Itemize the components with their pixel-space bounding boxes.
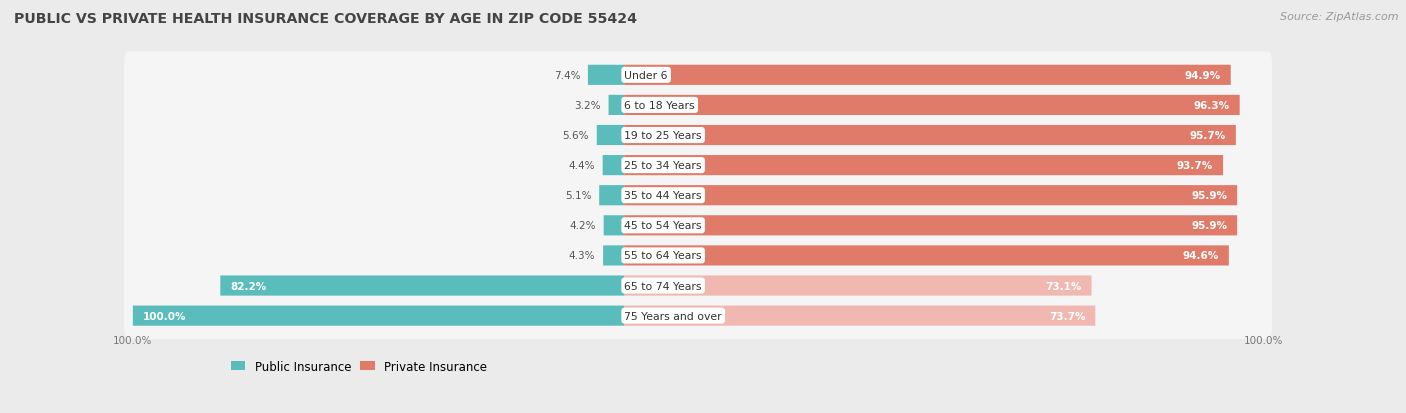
Text: 95.7%: 95.7% (1189, 131, 1226, 141)
Text: 3.2%: 3.2% (574, 101, 600, 111)
Text: 25 to 34 Years: 25 to 34 Years (624, 161, 702, 171)
Text: 93.7%: 93.7% (1177, 161, 1213, 171)
FancyBboxPatch shape (624, 246, 1229, 266)
Text: 95.9%: 95.9% (1191, 191, 1227, 201)
FancyBboxPatch shape (132, 306, 624, 326)
FancyBboxPatch shape (624, 216, 1237, 236)
Text: 75 Years and over: 75 Years and over (624, 311, 723, 321)
FancyBboxPatch shape (624, 276, 1091, 296)
Text: Under 6: Under 6 (624, 71, 668, 81)
FancyBboxPatch shape (124, 52, 1272, 99)
FancyBboxPatch shape (596, 126, 624, 146)
FancyBboxPatch shape (124, 83, 1272, 129)
FancyBboxPatch shape (624, 95, 1240, 116)
FancyBboxPatch shape (124, 292, 1272, 339)
Text: 19 to 25 Years: 19 to 25 Years (624, 131, 702, 141)
FancyBboxPatch shape (624, 306, 1095, 326)
FancyBboxPatch shape (599, 186, 624, 206)
Text: Source: ZipAtlas.com: Source: ZipAtlas.com (1281, 12, 1399, 22)
FancyBboxPatch shape (221, 276, 624, 296)
Text: 73.7%: 73.7% (1049, 311, 1085, 321)
Text: 4.2%: 4.2% (569, 221, 596, 231)
FancyBboxPatch shape (603, 156, 624, 176)
Text: 95.9%: 95.9% (1191, 221, 1227, 231)
FancyBboxPatch shape (124, 112, 1272, 159)
Text: 100.0%: 100.0% (143, 311, 186, 321)
FancyBboxPatch shape (603, 246, 624, 266)
Text: 82.2%: 82.2% (231, 281, 267, 291)
FancyBboxPatch shape (124, 173, 1272, 219)
Text: 94.9%: 94.9% (1185, 71, 1220, 81)
Text: 6 to 18 Years: 6 to 18 Years (624, 101, 695, 111)
FancyBboxPatch shape (624, 186, 1237, 206)
FancyBboxPatch shape (588, 66, 624, 85)
Text: 45 to 54 Years: 45 to 54 Years (624, 221, 702, 231)
FancyBboxPatch shape (124, 233, 1272, 279)
FancyBboxPatch shape (124, 263, 1272, 309)
FancyBboxPatch shape (624, 66, 1230, 85)
Text: 4.3%: 4.3% (569, 251, 595, 261)
Text: PUBLIC VS PRIVATE HEALTH INSURANCE COVERAGE BY AGE IN ZIP CODE 55424: PUBLIC VS PRIVATE HEALTH INSURANCE COVER… (14, 12, 637, 26)
FancyBboxPatch shape (609, 95, 624, 116)
Text: 4.4%: 4.4% (568, 161, 595, 171)
FancyBboxPatch shape (624, 126, 1236, 146)
Text: 94.6%: 94.6% (1182, 251, 1219, 261)
Legend: Public Insurance, Private Insurance: Public Insurance, Private Insurance (226, 355, 492, 377)
Text: 5.6%: 5.6% (562, 131, 589, 141)
FancyBboxPatch shape (124, 142, 1272, 189)
FancyBboxPatch shape (124, 202, 1272, 249)
Text: 100.0%: 100.0% (1243, 335, 1282, 345)
FancyBboxPatch shape (603, 216, 624, 236)
Text: 35 to 44 Years: 35 to 44 Years (624, 191, 702, 201)
Text: 100.0%: 100.0% (114, 335, 153, 345)
FancyBboxPatch shape (624, 156, 1223, 176)
Text: 55 to 64 Years: 55 to 64 Years (624, 251, 702, 261)
Text: 73.1%: 73.1% (1045, 281, 1081, 291)
Text: 7.4%: 7.4% (554, 71, 581, 81)
Text: 65 to 74 Years: 65 to 74 Years (624, 281, 702, 291)
Text: 5.1%: 5.1% (565, 191, 592, 201)
Text: 96.3%: 96.3% (1194, 101, 1230, 111)
